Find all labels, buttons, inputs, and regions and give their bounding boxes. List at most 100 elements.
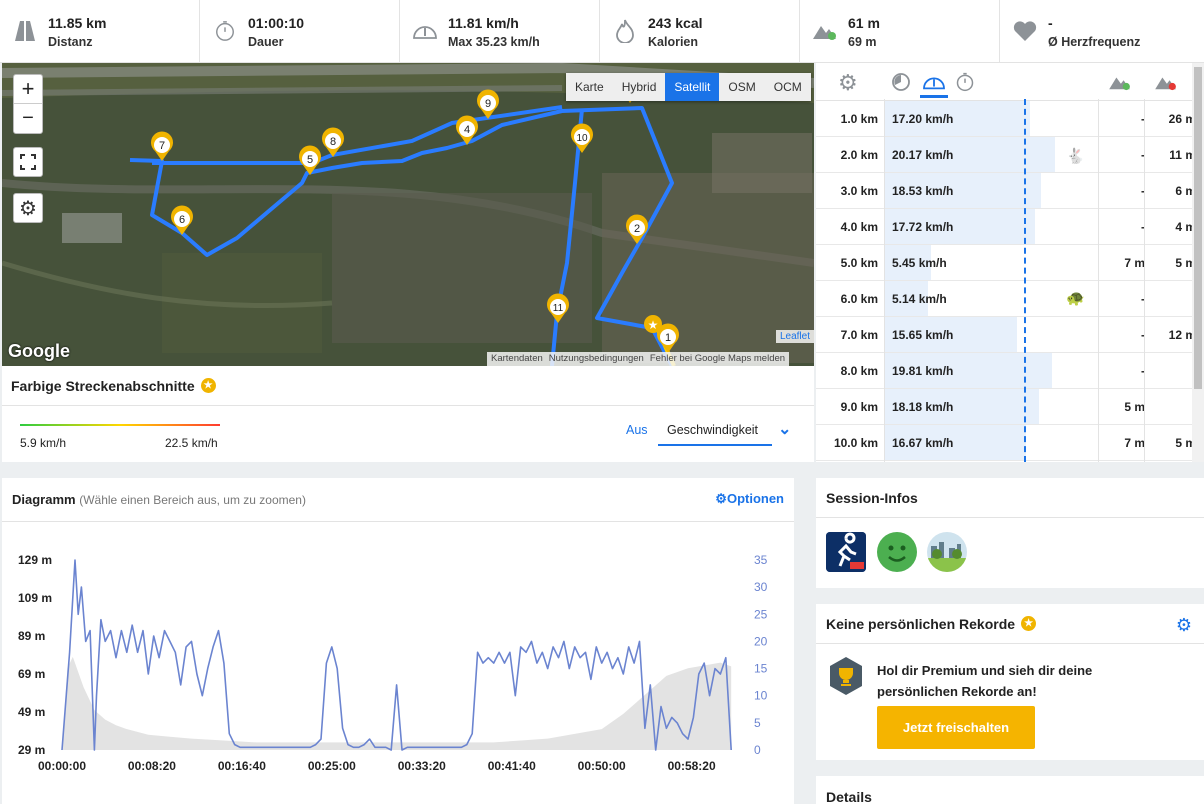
turtle-icon: 🐢 xyxy=(1066,290,1085,307)
split-row[interactable]: 3.0 km 18.53 km/h - 6 m xyxy=(816,173,1204,209)
off-button[interactable]: Aus xyxy=(626,423,648,437)
split-speed: 20.17 km/h xyxy=(892,148,954,162)
marker-1[interactable]: 1 xyxy=(657,323,679,353)
unlock-premium-button[interactable]: Jetzt freischalten xyxy=(877,706,1035,749)
speed-line xyxy=(61,559,732,751)
attribution-nutzungsbedingungen[interactable]: Nutzungsbedingungen xyxy=(548,353,644,364)
split-row[interactable]: 2.0 km 20.17 km/h 🐇 - 11 m xyxy=(816,137,1204,173)
split-km: 3.0 km xyxy=(840,184,878,198)
marker-10[interactable]: 10 xyxy=(571,123,594,153)
split-row[interactable]: 4.0 km 17.72 km/h - 4 m xyxy=(816,209,1204,245)
split-speed: 5.14 km/h xyxy=(892,292,947,306)
split-elev-down: - xyxy=(1146,292,1196,306)
zoom-in-button[interactable]: + xyxy=(14,75,42,105)
map-type-hybrid[interactable]: Hybrid xyxy=(621,80,657,94)
split-elev-up: - xyxy=(1141,220,1145,234)
marker-6[interactable]: 6 xyxy=(170,205,193,235)
y-right-tick-label: 30 xyxy=(754,580,768,594)
x-tick-label: 00:16:40 xyxy=(218,759,266,773)
heart-icon xyxy=(1012,18,1038,44)
y-left-tick-label: 89 m xyxy=(18,629,45,643)
split-row[interactable]: 8.0 km 19.81 km/h - - xyxy=(816,353,1204,389)
marker-11[interactable]: 11 xyxy=(547,293,569,323)
gear-icon: ⚙ xyxy=(19,197,37,220)
split-elev-up: 5 m xyxy=(1124,400,1145,414)
map-type-karte[interactable]: Karte xyxy=(575,80,604,94)
gradient-max-label: 22.5 km/h xyxy=(165,436,218,450)
split-elev-down: - xyxy=(1146,400,1196,414)
split-speed: 19.81 km/h xyxy=(892,364,954,378)
happy-face-icon xyxy=(877,532,917,572)
leaflet-link[interactable]: Leaflet xyxy=(775,330,814,343)
gear-icon[interactable]: ⚙ xyxy=(838,70,858,95)
map-settings-button[interactable]: ⚙ xyxy=(13,193,43,223)
fullscreen-button[interactable] xyxy=(13,147,43,177)
split-elev-down: 5 m xyxy=(1175,256,1196,270)
y-right-tick-label: 25 xyxy=(754,607,768,621)
details-panel: Details xyxy=(816,776,1204,804)
start-star-marker[interactable]: ★ xyxy=(644,315,662,333)
map-type-ocm[interactable]: OCM xyxy=(773,80,802,94)
route-markers[interactable]: 7 6 5 8 4 9 10 2 11 1 ★ 3 xyxy=(2,63,814,366)
marker-9[interactable]: 9 xyxy=(477,89,500,119)
split-row[interactable]: 9.0 km 18.18 km/h 5 m - xyxy=(816,389,1204,425)
marker-2[interactable]: 2 xyxy=(626,214,648,244)
zoom-control: + − xyxy=(13,74,43,134)
split-row[interactable]: 1.0 km 17.20 km/h - 26 m xyxy=(816,101,1204,137)
split-elev-up: 7 m xyxy=(1124,436,1145,450)
split-km: 9.0 km xyxy=(840,400,878,414)
stopwatch-icon[interactable] xyxy=(955,72,975,97)
marker-8[interactable]: 8 xyxy=(322,127,344,157)
split-speed-bar xyxy=(885,209,1035,244)
y-left-tick-label: 29 m xyxy=(18,743,45,757)
x-tick-label: 00:41:40 xyxy=(488,759,536,773)
y-right-tick-label: 15 xyxy=(754,662,768,676)
split-speed: 5.45 km/h xyxy=(892,256,947,270)
pace-icon[interactable] xyxy=(891,72,911,97)
y-right-tick-label: 10 xyxy=(754,689,768,703)
options-button[interactable]: ⚙Optionen xyxy=(715,491,784,506)
elevation-speed-chart[interactable]: 29 m 49 m 69 m 89 m 109 m 129 m 0 5 10 15 20 25 30 35… xyxy=(2,522,794,804)
split-row[interactable]: 7.0 km 15.65 km/h - 12 m xyxy=(816,317,1204,353)
svg-text:11: 11 xyxy=(553,303,564,314)
marker-5[interactable]: 5 xyxy=(299,145,321,175)
gear-icon[interactable]: ⚙ xyxy=(1175,615,1192,635)
session-infos-panel: Session-Infos xyxy=(816,478,1204,588)
marker-7[interactable]: 7 xyxy=(151,131,173,161)
splits-scrollbar[interactable] xyxy=(1192,63,1204,462)
stats-bar: 11.85 km Distanz 01:00:10 Dauer 11.81 km… xyxy=(0,0,1204,63)
marker-4[interactable]: 4 xyxy=(456,115,478,145)
map-type-osm[interactable]: OSM xyxy=(728,80,756,94)
route-map[interactable]: 7 6 5 8 4 9 10 2 11 1 ★ 3 + − ⚙ Karte Hy… xyxy=(2,63,814,366)
diagram-title: Diagramm xyxy=(12,492,76,507)
y-left-tick-label: 69 m xyxy=(18,667,45,681)
split-km: 7.0 km xyxy=(840,328,878,342)
chevron-down-icon[interactable]: ⌄ xyxy=(778,421,792,438)
colored-sections-panel: Farbige Streckenabschnitte ★ 5.9 km/h 22… xyxy=(2,366,814,462)
y-left-tick-label: 109 m xyxy=(18,591,52,605)
map-type-switcher: Karte Hybrid Satellit OSM OCM xyxy=(566,73,811,101)
records-header: Keine persönlichen Rekorde ★ xyxy=(816,604,1204,644)
split-elev-down: - xyxy=(1146,364,1196,378)
gradient-min-label: 5.9 km/h xyxy=(20,436,67,450)
colored-sections-title: Farbige Streckenabschnitte xyxy=(11,377,195,394)
map-type-satellit[interactable]: Satellit xyxy=(665,73,720,101)
x-tick-label: 00:25:00 xyxy=(308,759,356,773)
rabbit-icon: 🐇 xyxy=(1066,148,1085,165)
attribution-kartendaten[interactable]: Kartendaten xyxy=(491,353,543,364)
split-elev-up: - xyxy=(1141,148,1145,162)
split-row[interactable]: 10.0 km 16.67 km/h 7 m 5 m xyxy=(816,425,1204,461)
split-elev-up: - xyxy=(1141,112,1145,126)
zoom-out-button[interactable]: − xyxy=(22,107,34,130)
metric-select[interactable]: Geschwindigkeit xyxy=(658,416,772,446)
map-attribution: Kartendaten Nutzungsbedingungen Fehler b… xyxy=(487,352,790,366)
google-logo: Google xyxy=(8,341,70,361)
split-row[interactable]: 5.0 km 5.45 km/h 7 m 5 m xyxy=(816,245,1204,281)
split-speed: 16.67 km/h xyxy=(892,436,954,450)
split-row[interactable]: 6.0 km 5.14 km/h 🐢 - - xyxy=(816,281,1204,317)
split-elev-down: 5 m xyxy=(1175,436,1196,450)
svg-text:6: 6 xyxy=(179,214,185,226)
records-promo-text: Hol dir Premium und sieh dir deine persö… xyxy=(877,663,1093,699)
attribution-fehler-melden[interactable]: Fehler bei Google Maps melden xyxy=(649,353,786,364)
speed-tab[interactable] xyxy=(920,70,948,98)
